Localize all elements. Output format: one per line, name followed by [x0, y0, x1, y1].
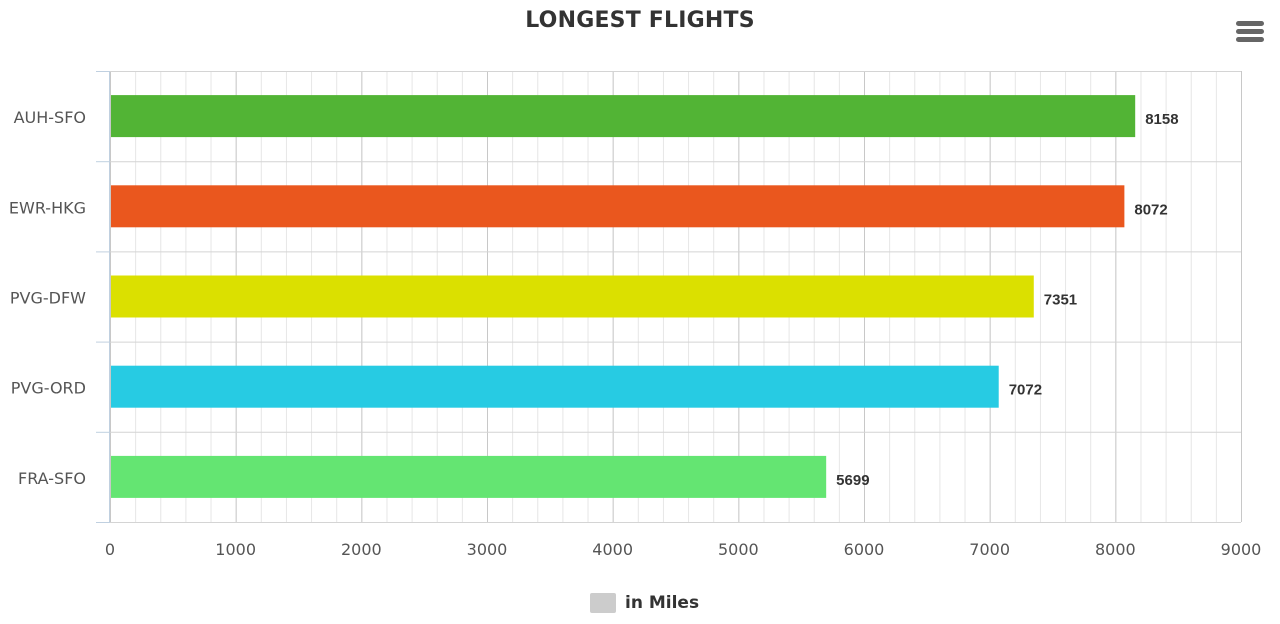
chart-title: LONGEST FLIGHTS	[525, 8, 755, 33]
chart-menu-button[interactable]	[1230, 18, 1268, 48]
bar-data-label: 5699	[836, 472, 869, 489]
bar-data-label: 8158	[1145, 111, 1178, 128]
x-tick-label: 2000	[341, 540, 382, 559]
category-label: AUH-SFO	[14, 108, 86, 127]
bar[interactable]	[111, 185, 1125, 228]
x-tick-label: 1000	[215, 540, 256, 559]
bar[interactable]	[111, 455, 827, 498]
x-tick-label: 0	[105, 540, 115, 559]
x-tick-label: 6000	[844, 540, 885, 559]
category-label: PVG-DFW	[10, 289, 86, 308]
x-tick-label: 5000	[718, 540, 759, 559]
bar-data-label: 8072	[1134, 201, 1167, 218]
legend-label: in Miles	[625, 593, 700, 613]
x-tick-label: 7000	[969, 540, 1010, 559]
bar-data-label: 7351	[1044, 292, 1077, 309]
bar[interactable]	[111, 95, 1136, 138]
bar[interactable]	[111, 365, 999, 408]
hamburger-menu-icon	[1236, 21, 1264, 42]
x-tick-label: 9000	[1221, 540, 1262, 559]
x-tick-label: 3000	[467, 540, 508, 559]
bar[interactable]	[111, 275, 1034, 318]
legend-swatch	[590, 593, 616, 613]
x-tick-label: 8000	[1095, 540, 1136, 559]
category-label: EWR-HKG	[9, 198, 86, 217]
category-label: PVG-ORD	[11, 379, 86, 398]
x-tick-label: 4000	[592, 540, 633, 559]
legend-item[interactable]: in Miles	[590, 591, 699, 615]
bar-data-label: 7072	[1009, 382, 1042, 399]
category-label: FRA-SFO	[18, 469, 86, 488]
